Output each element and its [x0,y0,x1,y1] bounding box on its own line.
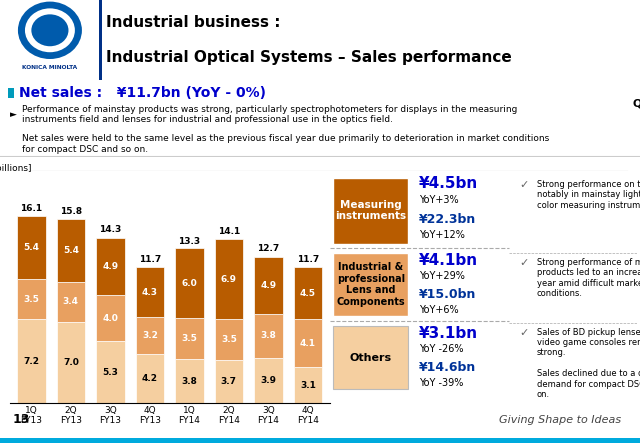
Text: Quarterly Net Sales Transition: Quarterly Net Sales Transition [633,98,640,109]
Text: 3.4: 3.4 [63,297,79,307]
Bar [56,322,85,403]
Text: 3.8: 3.8 [260,331,276,340]
Bar [294,319,322,367]
Text: 5.4: 5.4 [63,246,79,255]
Text: 3.7: 3.7 [221,377,237,386]
Text: KONICA MINOLTA: KONICA MINOLTA [22,65,77,70]
Text: 5.4: 5.4 [23,243,39,252]
Text: [ ¥ billions]: [ ¥ billions] [0,163,31,173]
Bar [99,0,102,80]
Bar [56,219,85,282]
Text: YoY+29%: YoY+29% [419,271,465,281]
FancyBboxPatch shape [333,178,408,244]
Text: Net sales :   ¥11.7bn (YoY - 0%): Net sales : ¥11.7bn (YoY - 0%) [19,86,266,100]
Text: 4.0: 4.0 [102,314,118,323]
Text: ¥14.6bn: ¥14.6bn [419,361,476,374]
Text: Industrial business :: Industrial business : [106,15,280,30]
Text: YoY -26%: YoY -26% [419,344,464,354]
Bar [175,359,204,403]
Text: 16.1: 16.1 [20,204,42,213]
Text: ✓: ✓ [519,180,529,190]
Text: Strong performance of mainstay
products led to an increase year on
year amid dif: Strong performance of mainstay products … [537,258,640,298]
Text: Measuring
instruments: Measuring instruments [335,200,406,222]
Text: 3.5: 3.5 [181,334,197,343]
Bar [136,354,164,403]
Bar [175,249,204,318]
Bar [294,267,322,319]
Text: 6.9: 6.9 [221,275,237,284]
Text: 15.8: 15.8 [60,207,82,217]
Text: ✓: ✓ [519,258,529,268]
Bar [96,342,125,403]
Text: 3.1: 3.1 [300,381,316,389]
Text: 14.3: 14.3 [99,225,122,234]
Text: ¥3.1bn: ¥3.1bn [419,326,478,341]
Bar [214,239,243,319]
FancyBboxPatch shape [333,326,408,389]
Text: YoY+12%: YoY+12% [419,229,465,240]
Text: ¥15.0bn: ¥15.0bn [419,288,477,301]
Text: 4.9: 4.9 [260,280,276,290]
Bar [254,314,283,358]
Bar [136,317,164,354]
Text: 13.3: 13.3 [179,237,200,245]
Text: 6.0: 6.0 [182,279,197,288]
Text: 4.5: 4.5 [300,289,316,298]
Text: 14.1: 14.1 [218,227,240,236]
Text: Others: Others [349,353,392,363]
Text: ¥22.3bn: ¥22.3bn [419,213,476,226]
Text: 3.5: 3.5 [24,295,39,303]
Text: 12.7: 12.7 [257,244,280,253]
Text: 3.8: 3.8 [181,377,197,385]
Bar [214,360,243,403]
Bar [8,88,14,98]
Text: YoY+3%: YoY+3% [419,194,459,205]
Text: 4.9: 4.9 [102,262,118,271]
Bar [294,367,322,403]
Bar [17,279,45,319]
Text: ►: ► [10,110,17,119]
Ellipse shape [25,8,75,52]
Text: Giving Shape to Ideas: Giving Shape to Ideas [499,415,621,425]
Text: 13: 13 [13,413,30,426]
Text: 3.5: 3.5 [221,335,237,344]
Text: ✓: ✓ [519,327,529,338]
Text: ¥4.1bn: ¥4.1bn [419,253,478,268]
Bar [96,238,125,295]
Text: 3.2: 3.2 [142,331,158,340]
Text: 11.7: 11.7 [139,255,161,264]
Text: YoY+6%: YoY+6% [419,305,459,315]
Text: Sales of BD pickup lenses for home
video game consoles remained
strong.

Sales d: Sales of BD pickup lenses for home video… [537,327,640,399]
Text: 4.2: 4.2 [142,374,158,383]
Text: 7.0: 7.0 [63,358,79,367]
Text: ¥4.5bn: ¥4.5bn [419,176,479,191]
Bar [214,319,243,360]
Text: Performance of mainstay products was strong, particularly spectrophotometers for: Performance of mainstay products was str… [22,105,517,124]
Text: YoY -39%: YoY -39% [419,378,463,389]
Bar [175,318,204,359]
Bar [254,358,283,403]
Bar [17,319,45,403]
Text: 3.9: 3.9 [260,376,276,385]
Text: 7.2: 7.2 [23,357,39,366]
Text: 4.3: 4.3 [142,288,158,296]
Text: Net sales were held to the same level as the previous fiscal year due primarily : Net sales were held to the same level as… [22,134,549,154]
Bar [96,295,125,342]
Bar [56,282,85,322]
Ellipse shape [18,2,82,59]
Text: Industrial Optical Systems – Sales performance: Industrial Optical Systems – Sales perfo… [106,50,511,65]
Ellipse shape [31,14,68,46]
Text: 4.1: 4.1 [300,339,316,348]
Text: Industrial &
professional
Lens and
Components: Industrial & professional Lens and Compo… [337,262,405,307]
Bar [17,216,45,279]
Bar [254,256,283,314]
Text: Strong performance on the whole,
notably in mainstay light-source
color measurin: Strong performance on the whole, notably… [537,180,640,210]
Bar [136,267,164,317]
Bar [0,438,640,443]
FancyBboxPatch shape [333,253,408,316]
Text: 11.7: 11.7 [297,255,319,264]
Text: 5.3: 5.3 [102,368,118,377]
